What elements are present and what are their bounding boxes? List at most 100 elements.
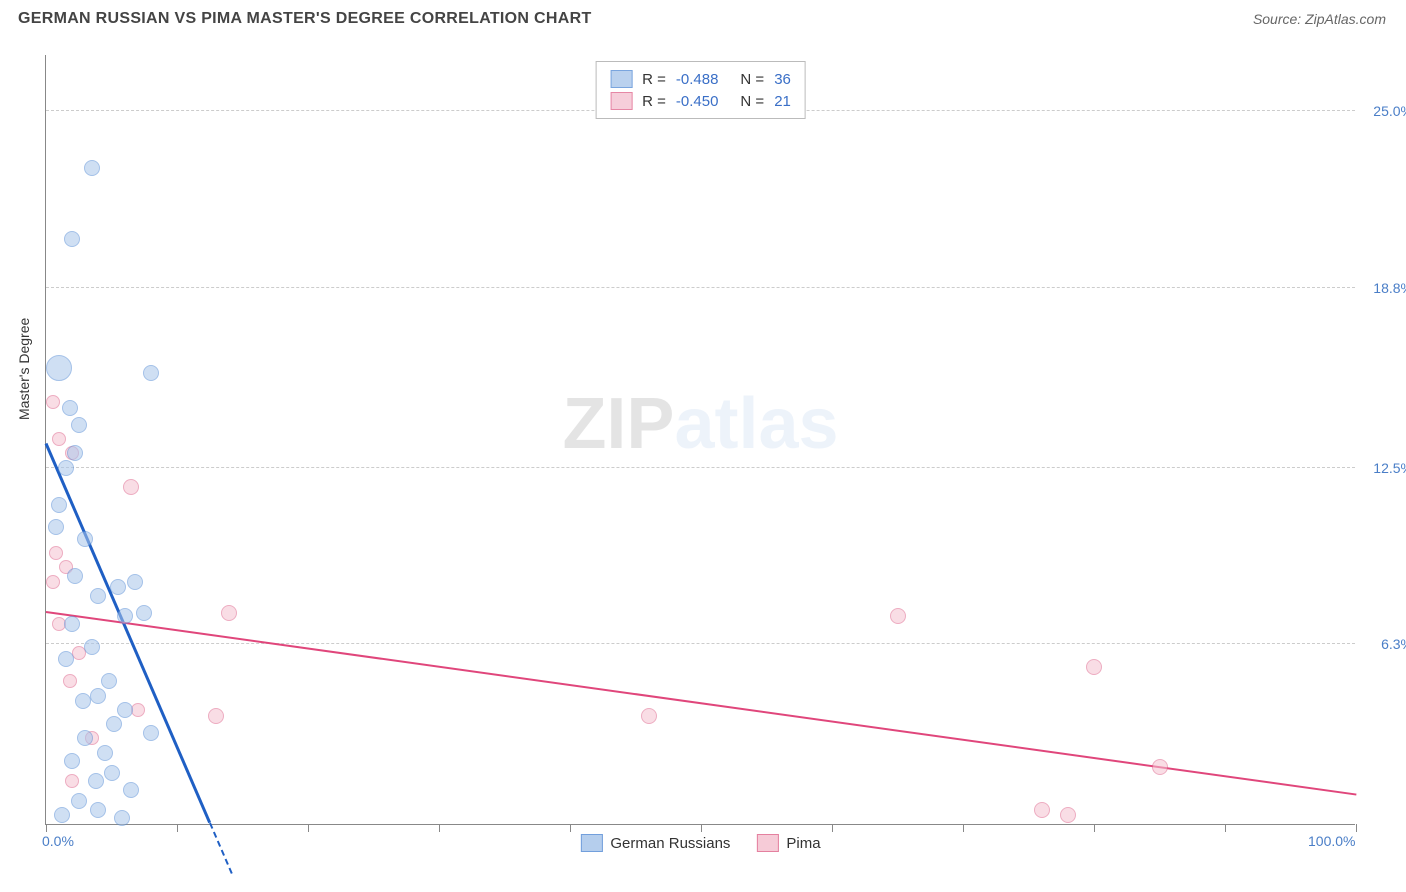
data-point (51, 497, 67, 513)
data-point (77, 730, 93, 746)
data-point (221, 605, 237, 621)
x-tick (570, 824, 571, 832)
n-value: 21 (774, 93, 791, 110)
data-point (65, 774, 79, 788)
r-label: R = (642, 71, 666, 88)
data-point (48, 519, 64, 535)
chart-title: GERMAN RUSSIAN VS PIMA MASTER'S DEGREE C… (18, 10, 592, 28)
trendline-extrapolation (209, 823, 233, 874)
data-point (64, 616, 80, 632)
data-point (127, 574, 143, 590)
data-point (71, 793, 87, 809)
n-label: N = (740, 71, 764, 88)
data-point (88, 773, 104, 789)
watermark-light: atlas (674, 384, 838, 464)
data-point (117, 608, 133, 624)
data-point (131, 703, 145, 717)
x-tick (177, 824, 178, 832)
data-point (90, 802, 106, 818)
data-point (1034, 802, 1050, 818)
y-tick-label: 25.0% (1373, 103, 1406, 119)
data-point (123, 479, 139, 495)
r-label: R = (642, 93, 666, 110)
r-value: -0.450 (676, 93, 719, 110)
data-point (143, 365, 159, 381)
scatter-chart: ZIPatlas 6.3%12.5%18.8%25.0%0.0%100.0%R … (45, 55, 1355, 825)
x-tick (439, 824, 440, 832)
legend-label: German Russians (610, 835, 730, 852)
data-point (101, 673, 117, 689)
data-point (64, 231, 80, 247)
data-point (67, 568, 83, 584)
x-tick (832, 824, 833, 832)
watermark-bold: ZIP (562, 384, 674, 464)
data-point (52, 432, 66, 446)
x-tick (46, 824, 47, 832)
data-point (63, 674, 77, 688)
legend-item: German Russians (580, 834, 730, 852)
gridline (46, 467, 1355, 468)
data-point (46, 395, 60, 409)
x-tick (1356, 824, 1357, 832)
x-tick-label: 0.0% (42, 833, 74, 849)
correlation-legend: R = -0.488 N = 36R = -0.450 N = 21 (595, 61, 806, 119)
x-tick (701, 824, 702, 832)
data-point (117, 702, 133, 718)
data-point (90, 688, 106, 704)
data-point (71, 417, 87, 433)
data-point (77, 531, 93, 547)
data-point (58, 651, 74, 667)
n-value: 36 (774, 71, 791, 88)
data-point (890, 608, 906, 624)
gridline (46, 643, 1355, 644)
r-value: -0.488 (676, 71, 719, 88)
y-axis-label: Master's Degree (16, 318, 32, 420)
data-point (46, 575, 60, 589)
data-point (106, 716, 122, 732)
data-point (58, 460, 74, 476)
data-point (64, 753, 80, 769)
data-point (136, 605, 152, 621)
data-point (54, 807, 70, 823)
data-point (67, 445, 83, 461)
data-point (123, 782, 139, 798)
data-point (1152, 759, 1168, 775)
legend-swatch (756, 834, 778, 852)
data-point (641, 708, 657, 724)
y-tick-label: 12.5% (1373, 460, 1406, 476)
data-point (46, 355, 72, 381)
y-tick-label: 18.8% (1373, 280, 1406, 296)
data-point (1086, 659, 1102, 675)
data-point (104, 765, 120, 781)
data-point (97, 745, 113, 761)
correlation-row: R = -0.450 N = 21 (610, 90, 791, 112)
data-point (208, 708, 224, 724)
n-label: N = (740, 93, 764, 110)
x-tick (1225, 824, 1226, 832)
data-point (84, 160, 100, 176)
legend-swatch (610, 70, 632, 88)
gridline (46, 287, 1355, 288)
data-point (49, 546, 63, 560)
chart-source: Source: ZipAtlas.com (1253, 11, 1386, 27)
legend-swatch (580, 834, 602, 852)
data-point (90, 588, 106, 604)
correlation-row: R = -0.488 N = 36 (610, 68, 791, 90)
y-tick-label: 6.3% (1381, 636, 1406, 652)
data-point (84, 639, 100, 655)
data-point (114, 810, 130, 826)
series-legend: German Russians Pima (580, 834, 820, 852)
data-point (143, 725, 159, 741)
legend-label: Pima (786, 835, 820, 852)
x-tick-label: 100.0% (1308, 833, 1355, 849)
data-point (110, 579, 126, 595)
chart-header: GERMAN RUSSIAN VS PIMA MASTER'S DEGREE C… (0, 0, 1406, 36)
data-point (62, 400, 78, 416)
data-point (75, 693, 91, 709)
x-tick (1094, 824, 1095, 832)
watermark: ZIPatlas (562, 383, 838, 465)
legend-item: Pima (756, 834, 820, 852)
x-tick (308, 824, 309, 832)
x-tick (963, 824, 964, 832)
legend-swatch (610, 92, 632, 110)
